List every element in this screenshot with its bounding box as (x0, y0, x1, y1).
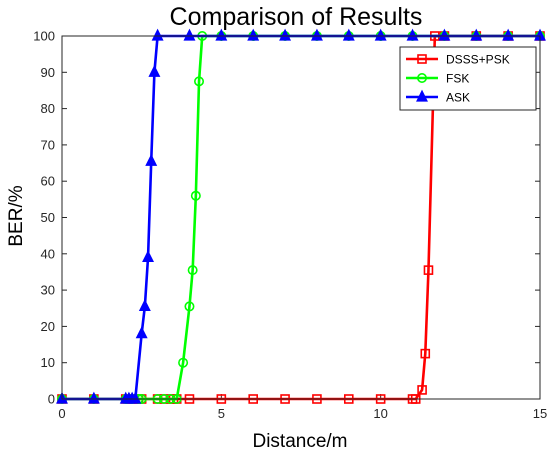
y-tick-label: 50 (41, 210, 55, 225)
legend-marker (417, 54, 427, 64)
y-tick-label: 0 (48, 392, 55, 407)
y-tick-label: 10 (41, 355, 55, 370)
legend-marker (416, 89, 428, 102)
legend-label: FSK (446, 72, 469, 86)
data-point (279, 28, 292, 41)
x-tick-label: 15 (533, 406, 547, 421)
data-point (129, 391, 142, 404)
y-tick-label: 20 (41, 319, 55, 334)
data-point (187, 265, 198, 276)
data-point (138, 299, 151, 312)
data-point (502, 28, 515, 41)
y-tick-label: 100 (33, 29, 55, 44)
data-point (142, 250, 155, 263)
legend: DSSS+PSK FSK ASK (399, 46, 537, 111)
data-point (184, 301, 195, 312)
data-point (470, 28, 483, 41)
data-point (87, 391, 100, 404)
data-point (178, 357, 189, 368)
y-tick-label: 90 (41, 65, 55, 80)
chart-title: Comparison of Results (170, 3, 423, 31)
data-point (215, 28, 228, 41)
x-tick-label: 10 (373, 406, 387, 421)
plot-frame (61, 35, 541, 400)
data-point (417, 385, 427, 395)
data-point (406, 28, 419, 41)
y-axis-label: BER/% (6, 185, 27, 246)
data-point (135, 326, 148, 339)
data-point (148, 64, 161, 77)
data-point (151, 28, 164, 41)
data-point (183, 28, 196, 41)
data-point (420, 348, 431, 359)
data-point (374, 28, 387, 41)
data-point (145, 153, 158, 166)
data-point (190, 190, 201, 201)
legend-label: DSSS+PSK (446, 53, 510, 67)
legend-marker (416, 73, 427, 84)
legend-label: ASK (446, 91, 470, 105)
x-tick-label: 5 (218, 406, 225, 421)
data-point (423, 265, 434, 275)
data-point (438, 28, 451, 41)
y-tick-label: 40 (41, 246, 55, 261)
data-point (342, 28, 355, 41)
data-point (247, 28, 260, 41)
x-axis-label: Distance/m (252, 431, 347, 452)
data-point (310, 28, 323, 41)
y-tick-label: 30 (41, 283, 55, 298)
y-tick-label: 80 (41, 101, 55, 116)
data-point (194, 76, 205, 87)
y-tick-label: 70 (41, 137, 55, 152)
y-tick-label: 60 (41, 174, 55, 189)
x-tick-label: 0 (58, 406, 65, 421)
